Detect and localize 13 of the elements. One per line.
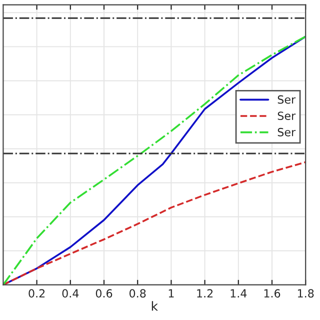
x-tick-label: 0.8 <box>130 289 146 298</box>
x-tick-label: 0.2 <box>28 289 45 298</box>
x-tick-label: 0.6 <box>96 289 112 298</box>
x-axis-title: k <box>152 301 158 311</box>
x-tick-label: 1.8 <box>298 289 314 298</box>
x-tick-label: 1 <box>168 289 174 298</box>
x-tick-label: 1.4 <box>230 289 247 298</box>
legend-label: Ser <box>278 95 296 104</box>
legend-label: Ser <box>278 128 296 136</box>
x-tick-label: 1.2 <box>197 289 213 298</box>
x-tick-label: 0.4 <box>62 289 79 298</box>
x-tick-label: 1.6 <box>264 289 280 298</box>
legend-label: Ser <box>278 112 296 120</box>
